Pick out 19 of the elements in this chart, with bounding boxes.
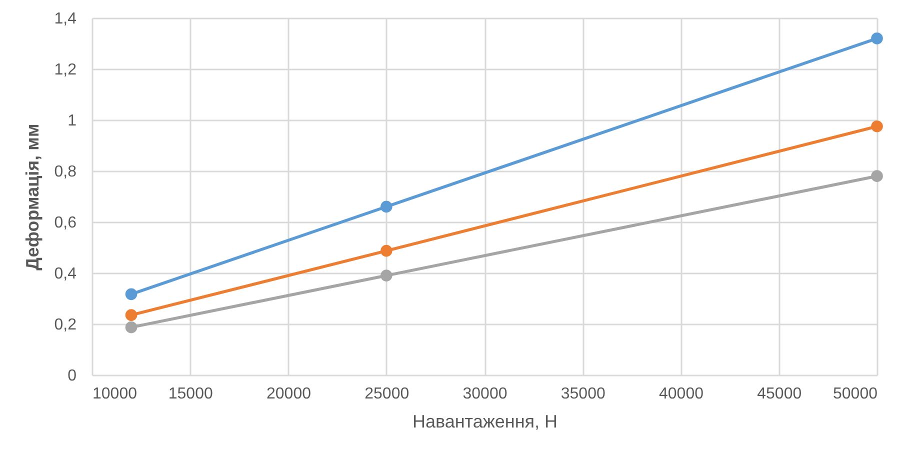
x-tick-label: 50000 <box>833 386 878 402</box>
x-tick-label: 15000 <box>168 386 213 402</box>
x-tick-label: 25000 <box>364 386 410 402</box>
x-axis-title: Навантаження, Н <box>412 412 558 432</box>
y-tick-label: 1,4 <box>54 10 77 28</box>
x-tick-label: 35000 <box>560 386 606 402</box>
y-axis-title: Деформація, мм <box>22 124 42 270</box>
y-tick-label: 0,8 <box>54 164 77 180</box>
y-tick-label: 0,2 <box>54 316 77 334</box>
x-tick-label: 10000 <box>92 386 138 402</box>
y-tick-label: 1 <box>68 112 77 130</box>
y-tick-label: 0 <box>68 368 77 384</box>
y-tick-label: 1,2 <box>54 62 77 78</box>
x-tick-label: 30000 <box>462 386 508 402</box>
x-tick-label: 20000 <box>266 386 312 402</box>
y-tick-label: 0,4 <box>54 266 77 282</box>
y-tick-label: 0,6 <box>54 214 77 232</box>
x-tick-label: 45000 <box>757 386 802 402</box>
x-tick-label: 40000 <box>659 386 704 402</box>
